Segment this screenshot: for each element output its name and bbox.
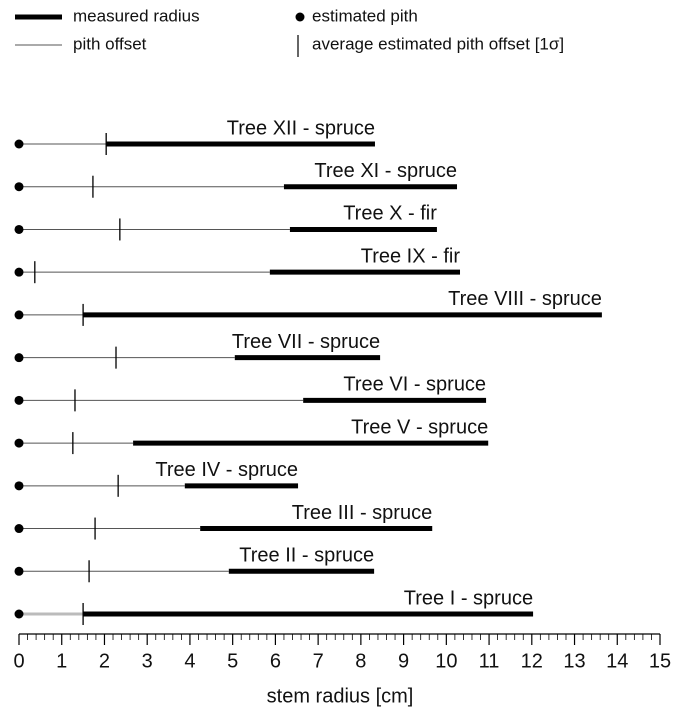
estimated-pith [14,182,24,192]
estimated-pith [14,524,24,534]
series-label: Tree II - spruce [239,545,374,567]
x-tick-label: 9 [398,650,409,672]
series-label: Tree VII - spruce [232,331,380,353]
legend-swatch [295,12,305,22]
x-tick-label: 10 [435,650,457,672]
series-label: Tree I - spruce [404,587,533,609]
series-label: Tree III - spruce [292,502,432,524]
x-tick-label: 5 [227,650,238,672]
x-tick-label: 7 [313,650,324,672]
x-tick-label: 0 [13,650,24,672]
x-tick-label: 8 [355,650,366,672]
legend-label: estimated pith [312,6,418,25]
series-label: Tree VI - spruce [343,374,486,396]
x-tick-label: 4 [184,650,195,672]
estimated-pith [14,438,24,448]
series-label: Tree V - spruce [351,416,488,438]
series-label: Tree XII - spruce [227,117,375,139]
x-tick-label: 6 [270,650,281,672]
series-label: Tree IV - spruce [155,459,298,481]
x-tick-label: 12 [521,650,543,672]
legend-label: pith offset [73,34,147,53]
estimated-pith [14,224,24,234]
legend-label: average estimated pith offset [1σ] [312,34,564,53]
x-tick-label: 13 [563,650,585,672]
x-tick-label: 14 [606,650,628,672]
legend-label: measured radius [73,6,200,25]
series-label: Tree XI - spruce [314,160,457,182]
estimated-pith [14,310,24,320]
estimated-pith [14,353,24,363]
estimated-pith [14,566,24,576]
estimated-pith [14,395,24,405]
estimated-pith [14,609,24,619]
x-tick-label: 2 [99,650,110,672]
x-tick-label: 1 [56,650,67,672]
series-label: Tree IX - fir [361,245,461,267]
x-tick-label: 3 [142,650,153,672]
series-label: Tree X - fir [343,203,437,225]
x-tick-label: 11 [479,650,500,672]
x-axis-label: stem radius [cm] [267,685,414,707]
x-tick-label: 15 [649,650,671,672]
estimated-pith [14,481,24,491]
estimated-pith [14,267,24,277]
series-label: Tree VIII - spruce [448,288,602,310]
estimated-pith [14,139,24,149]
